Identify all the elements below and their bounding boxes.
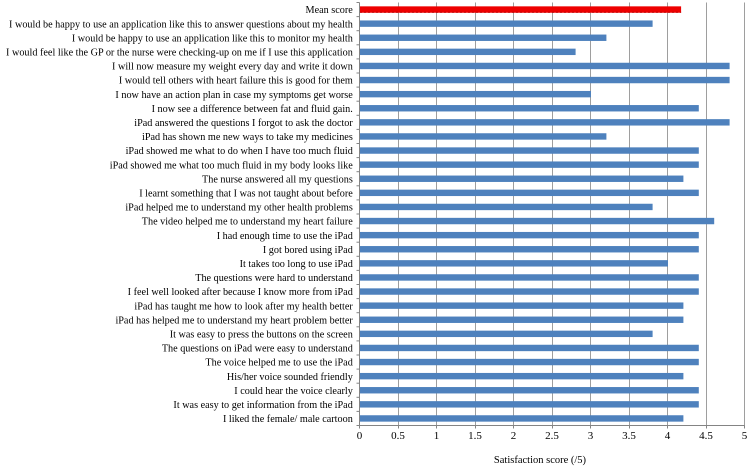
svg-text:I now have an action plan in c: I now have an action plan in case my sym… xyxy=(115,90,353,101)
svg-text:I liked the female/ male carto: I liked the female/ male cartoon xyxy=(223,414,353,425)
svg-text:4: 4 xyxy=(665,430,671,442)
svg-text:The nurse answered all my ques: The nurse answered all my questions xyxy=(202,174,353,185)
svg-text:0.5: 0.5 xyxy=(391,430,405,442)
svg-text:I would tell others with heart: I would tell others with heart failure t… xyxy=(119,76,353,87)
svg-text:The questions were hard to und: The questions were hard to understand xyxy=(195,273,353,284)
svg-text:The voice helped me to use the: The voice helped me to use the iPad xyxy=(205,358,352,369)
svg-text:2: 2 xyxy=(511,430,517,442)
svg-text:iPad showed me what to do when: iPad showed me what to do when I have to… xyxy=(126,146,353,157)
svg-text:Mean score: Mean score xyxy=(306,5,354,16)
svg-text:The video helped me to underst: The video helped me to understand my hea… xyxy=(142,217,354,228)
svg-text:I would be happy to use an app: I would be happy to use an application l… xyxy=(9,19,353,30)
svg-text:3: 3 xyxy=(588,430,594,442)
svg-text:iPad has helped me to understa: iPad has helped me to understand my hear… xyxy=(115,315,353,326)
svg-text:2.5: 2.5 xyxy=(545,430,559,442)
svg-text:iPad helped me to understand m: iPad helped me to understand my other he… xyxy=(125,203,353,214)
svg-text:iPad has shown me new ways to: iPad has shown me new ways to take my me… xyxy=(142,132,353,143)
svg-text:3.5: 3.5 xyxy=(622,430,636,442)
svg-text:I will now measure my weight e: I will now measure my weight every day a… xyxy=(112,62,353,73)
svg-text:I would feel like the GP or th: I would feel like the GP or the nurse we… xyxy=(6,47,353,58)
svg-text:Satisfaction score (/5): Satisfaction score (/5) xyxy=(494,455,587,466)
svg-text:0: 0 xyxy=(357,430,363,442)
svg-text:I got bored using iPad: I got bored using iPad xyxy=(263,245,353,256)
svg-text:It was easy to get information: It was easy to get information from the … xyxy=(173,400,352,411)
svg-text:I would be happy to use an app: I would be happy to use an application l… xyxy=(72,33,353,44)
svg-text:I now see a difference between: I now see a difference between fat and f… xyxy=(152,104,353,115)
svg-text:4.5: 4.5 xyxy=(699,430,713,442)
svg-text:I could hear the voice clearly: I could hear the voice clearly xyxy=(234,386,353,397)
svg-text:I had enough time to use the i: I had enough time to use the iPad xyxy=(217,231,353,242)
svg-text:1.5: 1.5 xyxy=(468,430,482,442)
svg-text:5: 5 xyxy=(742,430,748,442)
svg-text:I feel well looked after becau: I feel well looked after because I know … xyxy=(128,287,353,298)
svg-text:The questions on iPad were eas: The questions on iPad were easy to under… xyxy=(162,344,353,355)
svg-text:iPad has taught me how to look: iPad has taught me how to look after my … xyxy=(134,301,353,312)
svg-text:I learnt something that I was: I learnt something that I was not taught… xyxy=(139,188,353,199)
svg-text:iPad answered the questions I: iPad answered the questions I forgot to … xyxy=(134,118,353,129)
svg-text:1: 1 xyxy=(434,430,440,442)
svg-text:It takes too long to use iPad: It takes too long to use iPad xyxy=(240,259,353,270)
svg-text:His/her voice sounded friendly: His/her voice sounded friendly xyxy=(227,372,354,383)
svg-text:It was easy to press the butto: It was easy to press the buttons on the … xyxy=(170,329,353,340)
svg-text:iPad showed me what too much f: iPad showed me what too much fluid in my… xyxy=(110,160,354,171)
